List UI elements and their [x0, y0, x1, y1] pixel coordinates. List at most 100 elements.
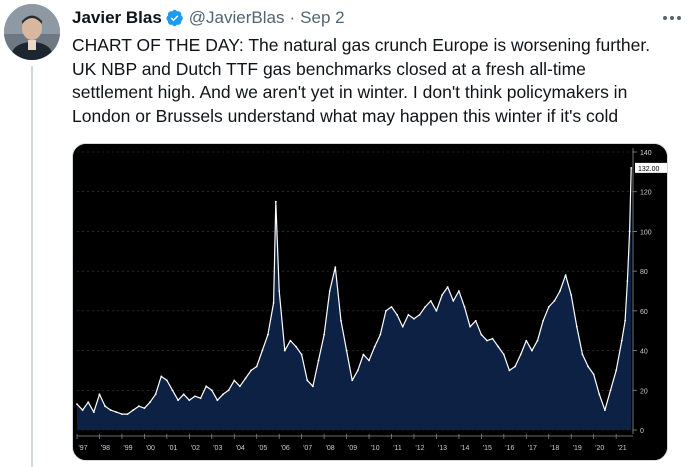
x-tick-label: '05 [258, 445, 267, 452]
x-tick-label: '04 [236, 445, 245, 452]
price-data-point [137, 405, 140, 408]
price-data-point [227, 389, 230, 392]
price-data-point [463, 305, 466, 308]
y-tick-label: 140 [640, 150, 652, 157]
price-data-point [362, 353, 365, 356]
avatar[interactable] [4, 4, 60, 60]
price-data-point [300, 353, 303, 356]
price-data-point [446, 286, 449, 288]
more-options-icon[interactable] [660, 8, 684, 28]
y-tick-label: 80 [640, 269, 648, 276]
x-tick-label: '13 [438, 445, 447, 452]
price-data-point [356, 369, 359, 372]
price-data-point [413, 317, 415, 320]
x-tick-label: '01 [168, 445, 177, 452]
price-area [77, 167, 632, 430]
price-data-point [274, 200, 277, 203]
price-data-point [559, 290, 561, 292]
price-data-point [317, 359, 320, 362]
tweet-media-chart[interactable]: 0 20 40 60 80 100 120 140 132.00 '97 '98 '99 '00 '01 '… [72, 143, 668, 461]
price-data-point [368, 359, 370, 362]
price-data-point [396, 313, 399, 316]
price-data-point [160, 375, 163, 378]
tweet-text-line: UK NBP and Dutch TTF gas benchmarks clos… [72, 58, 586, 79]
price-data-point [418, 313, 421, 316]
x-tick-label: '17 [528, 445, 537, 452]
price-data-point [126, 413, 129, 416]
price-data-point [250, 369, 253, 372]
price-data-point [132, 409, 135, 412]
price-data-point [216, 399, 219, 402]
price-data-point [154, 393, 157, 396]
verified-badge-icon [166, 9, 183, 27]
price-data-point [149, 401, 151, 404]
price-data-point [255, 365, 258, 368]
price-data-point [121, 413, 123, 416]
x-tick-label: '11 [393, 445, 402, 452]
price-data-point [581, 353, 584, 356]
price-data-point [334, 266, 337, 269]
price-data-point [323, 333, 326, 336]
y-tick-label: 60 [640, 309, 648, 316]
price-data-point [497, 345, 500, 348]
price-data-point [547, 305, 550, 308]
price-data-point [609, 389, 612, 392]
price-data-point [98, 393, 101, 396]
tweet-text-line: settlement high. And we aren't yet in wi… [72, 82, 628, 102]
price-data-point [457, 290, 460, 292]
y-tick-label: 40 [640, 349, 648, 356]
author-name[interactable]: Javier Blas [72, 8, 162, 27]
price-data-point [598, 393, 601, 396]
price-data-point [519, 353, 522, 356]
tweet-date[interactable]: Sep 2 [300, 8, 345, 27]
price-data-point [452, 300, 455, 302]
x-tick-label: '20 [595, 445, 604, 452]
last-value-label: 132.00 [638, 166, 660, 173]
price-data-point [502, 353, 505, 356]
price-data-point [76, 403, 78, 406]
price-data-point [233, 379, 236, 382]
price-data-point [429, 300, 432, 302]
x-tick-label: '06 [281, 445, 290, 452]
price-data-point [604, 409, 606, 412]
tweet-text-line: CHART OF THE DAY: The natural gas crunch… [72, 35, 651, 55]
price-data-point [435, 309, 438, 312]
more-dot [670, 16, 674, 20]
price-data-point [177, 399, 179, 402]
price-data-point [289, 339, 292, 342]
price-data-point [283, 349, 286, 352]
price-data-point [587, 365, 589, 368]
price-data-point [575, 325, 578, 328]
x-tick-label: '07 [303, 445, 312, 452]
x-tick-label: '08 [326, 445, 335, 452]
price-data-point [542, 319, 545, 322]
x-tick-label: '09 [348, 445, 357, 452]
price-data-point [384, 309, 387, 312]
tweet-text: CHART OF THE DAY: The natural gas crunch… [72, 34, 692, 128]
price-data-point [261, 349, 264, 352]
more-dot [677, 16, 681, 20]
y-tick-label: 100 [640, 229, 652, 236]
x-tick-label: '97 [78, 445, 87, 452]
last-value-tag [635, 162, 667, 173]
price-data-point [592, 373, 595, 376]
x-tick-label: '21 [618, 445, 627, 452]
price-data-point [244, 377, 247, 380]
price-data-point [188, 399, 191, 402]
author-handle[interactable]: @JavierBlas [188, 8, 285, 27]
price-data-point [194, 395, 196, 398]
price-data-point [620, 339, 623, 342]
price-data-point [486, 339, 488, 342]
price-data-point [615, 369, 618, 372]
price-data-point [474, 319, 477, 322]
price-data-point [115, 411, 118, 414]
x-tick-label: '15 [483, 445, 492, 452]
price-data-point [267, 333, 269, 336]
price-data-point [92, 411, 95, 414]
tweet-header: Javier Blas @JavierBlas · Sep 2 [72, 6, 345, 30]
price-data-point [340, 319, 342, 322]
price-data-point [514, 365, 516, 368]
price-data-point [205, 385, 208, 388]
price-data-point [81, 409, 84, 412]
price-data-point [491, 337, 494, 340]
